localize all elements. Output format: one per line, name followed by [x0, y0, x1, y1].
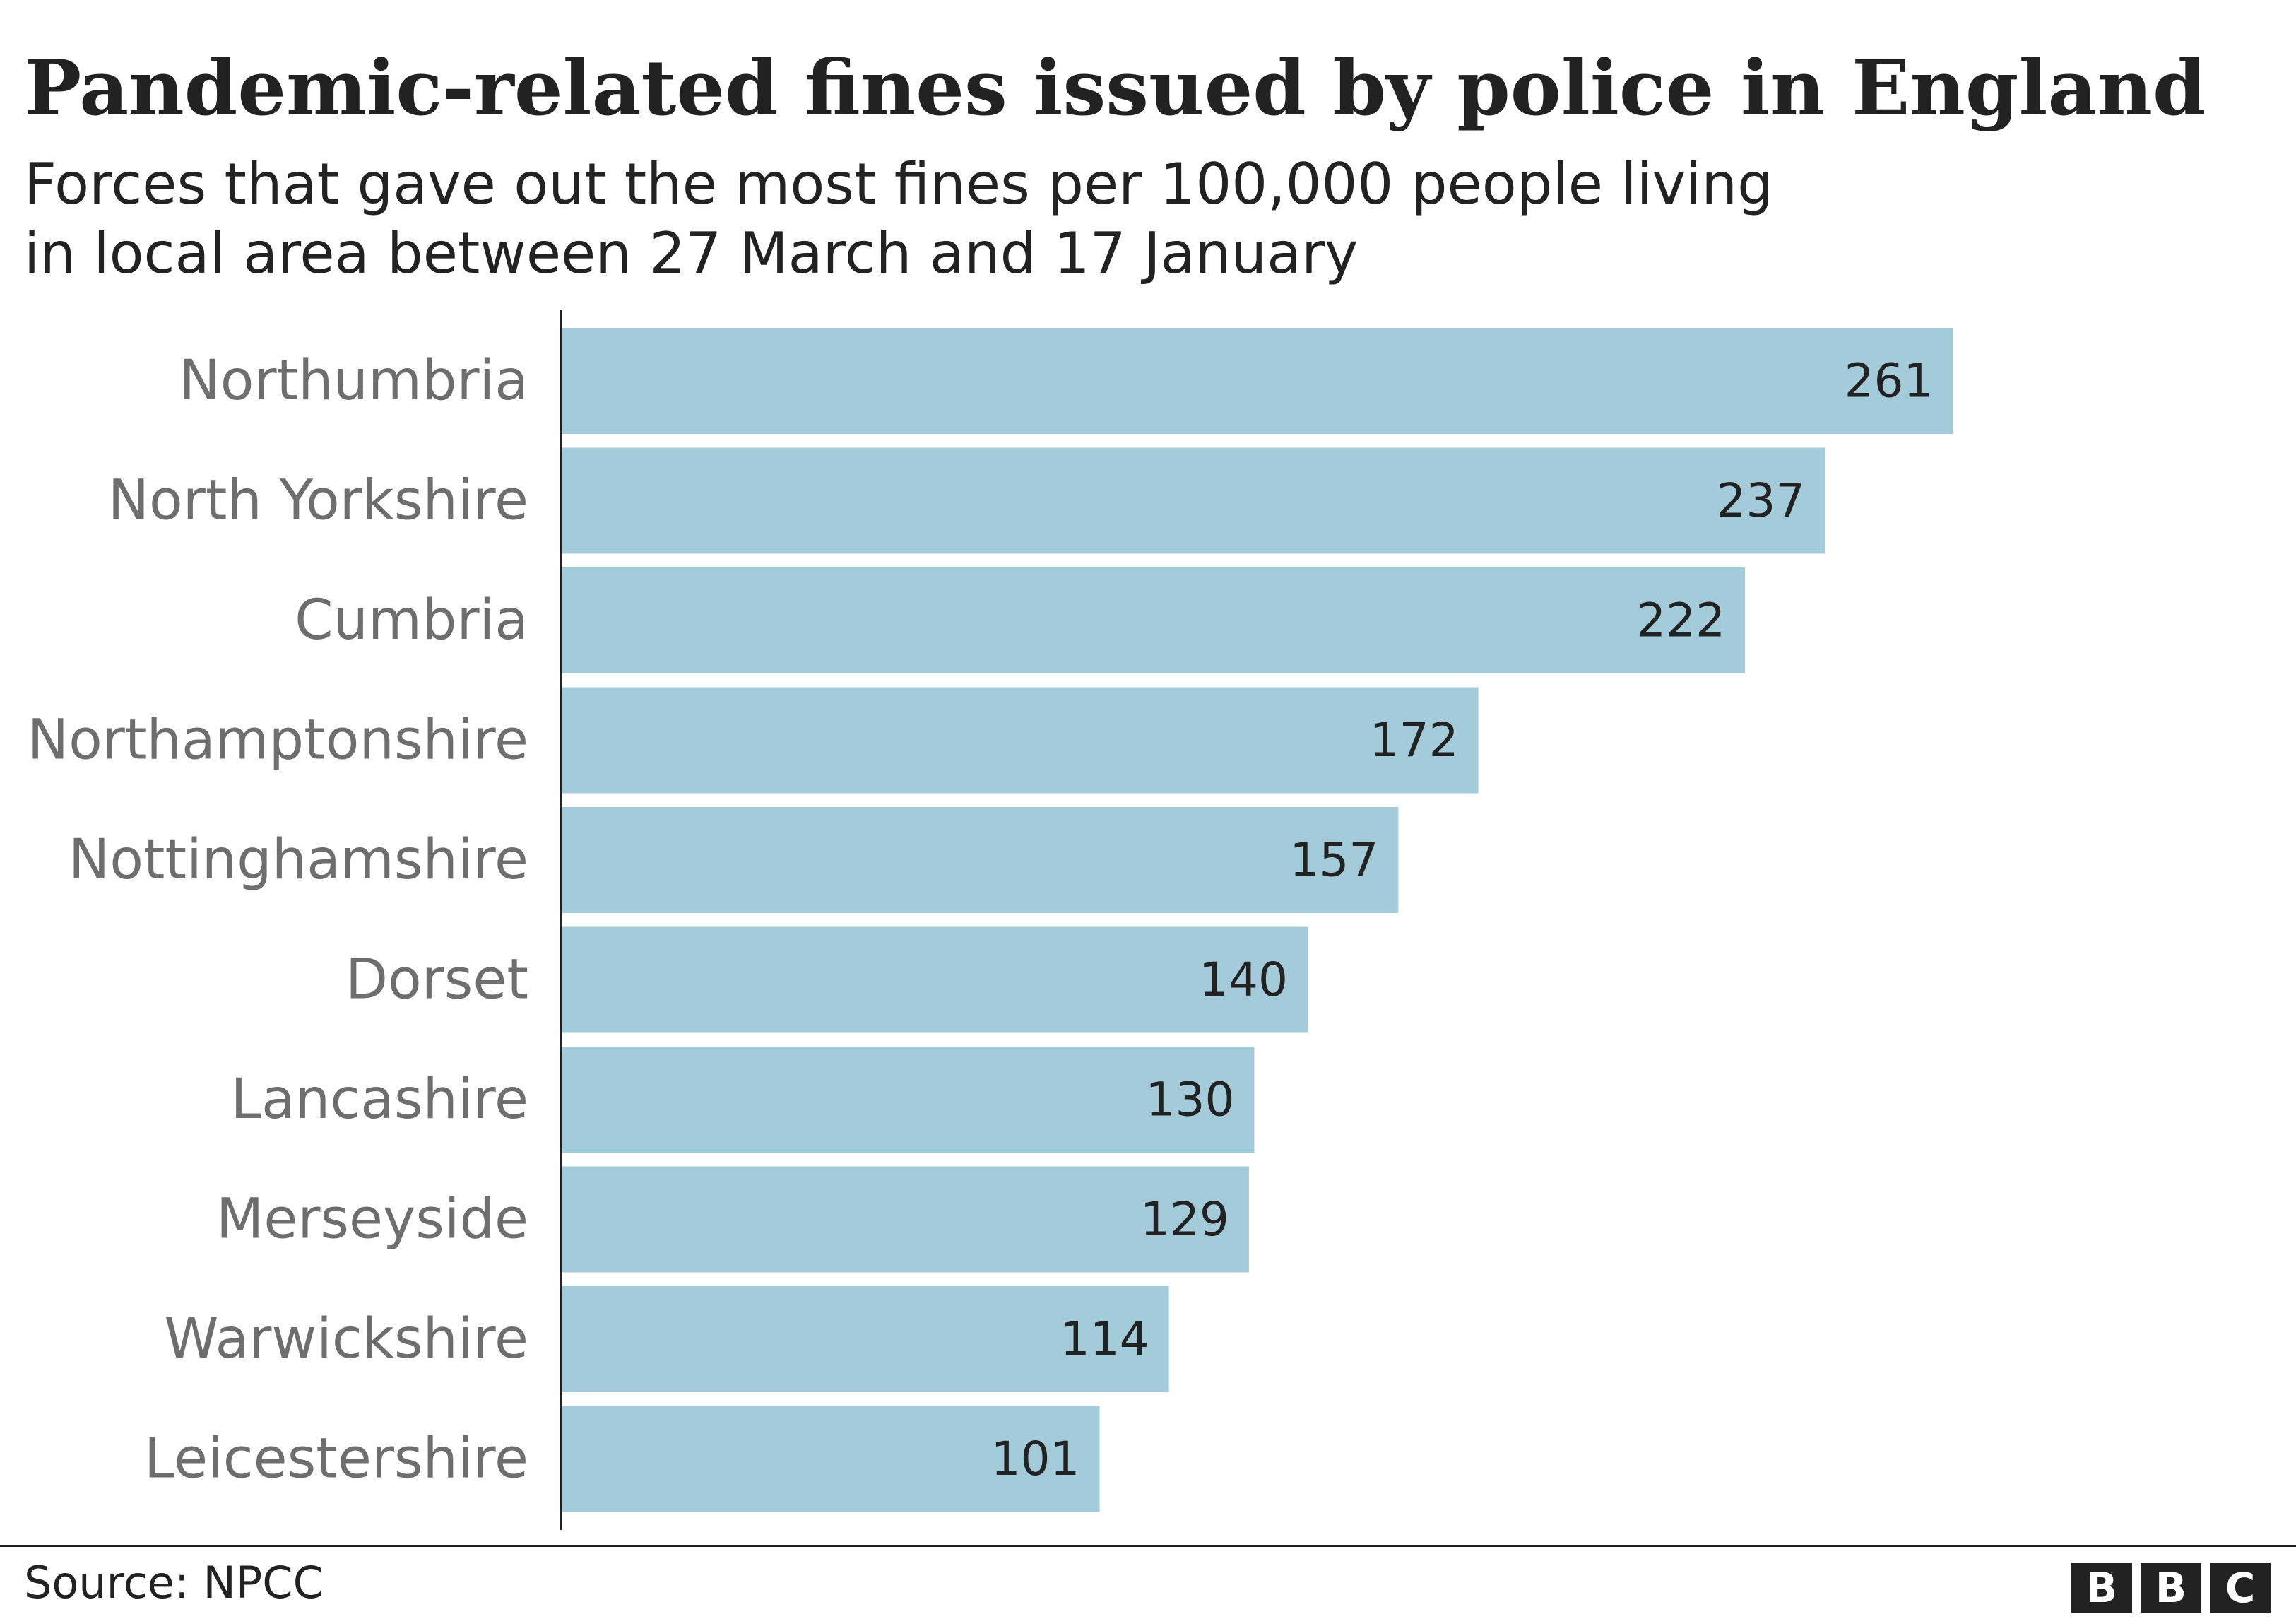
value-label-2: 222	[1636, 594, 1725, 648]
bar-7	[561, 1166, 1249, 1273]
subtitle-line-1: Forces that gave out the most fines per …	[24, 151, 1773, 217]
chart-subtitle: Forces that gave out the most fines per …	[24, 150, 1773, 288]
category-label-9: Leicestershire	[144, 1427, 528, 1491]
value-label-0: 261	[1845, 354, 1934, 408]
category-label-2: Cumbria	[295, 589, 528, 652]
bar-chart: Northumbria 261 North Yorkshire 237 Cumbria 2…	[28, 310, 1953, 1530]
value-label-9: 101	[991, 1432, 1080, 1486]
bar-3	[561, 687, 1479, 794]
category-label-8: Warwickshire	[164, 1307, 528, 1371]
category-label-1: North Yorkshire	[108, 469, 528, 533]
value-label-4: 157	[1289, 833, 1378, 888]
value-label-3: 172	[1370, 713, 1459, 767]
bar-2	[561, 567, 1746, 673]
value-label-5: 140	[1199, 953, 1288, 1007]
bar-5	[561, 926, 1308, 1033]
source-note: Source: NPCC	[24, 1557, 324, 1608]
value-label-7: 129	[1140, 1192, 1229, 1247]
category-label-0: Northumbria	[179, 349, 528, 413]
logo-letter-b2: B	[2141, 1563, 2201, 1613]
category-label-5: Dorset	[345, 948, 528, 1012]
logo-letter-c: C	[2210, 1563, 2271, 1613]
subtitle-line-2: in local area between 27 March and 17 Ja…	[24, 220, 1359, 286]
bar-6	[561, 1047, 1255, 1153]
logo-letter-b1: B	[2071, 1563, 2132, 1613]
category-label-4: Nottinghamshire	[69, 828, 528, 892]
category-label-6: Lancashire	[231, 1068, 528, 1131]
bar-0	[561, 328, 1953, 434]
bar-9	[561, 1406, 1100, 1512]
value-label-8: 114	[1060, 1312, 1149, 1367]
category-label-3: Northamptonshire	[28, 709, 528, 772]
bbc-logo: B B C	[2071, 1563, 2271, 1613]
bar-1	[561, 447, 1825, 554]
bar-8	[561, 1286, 1169, 1392]
value-label-1: 237	[1716, 473, 1805, 528]
footer-divider	[0, 1545, 2296, 1547]
value-label-6: 130	[1146, 1073, 1235, 1127]
category-label-7: Merseyside	[216, 1188, 528, 1252]
chart-title: Pandemic-related fines issued by police …	[24, 44, 2206, 133]
bar-4	[561, 807, 1399, 913]
